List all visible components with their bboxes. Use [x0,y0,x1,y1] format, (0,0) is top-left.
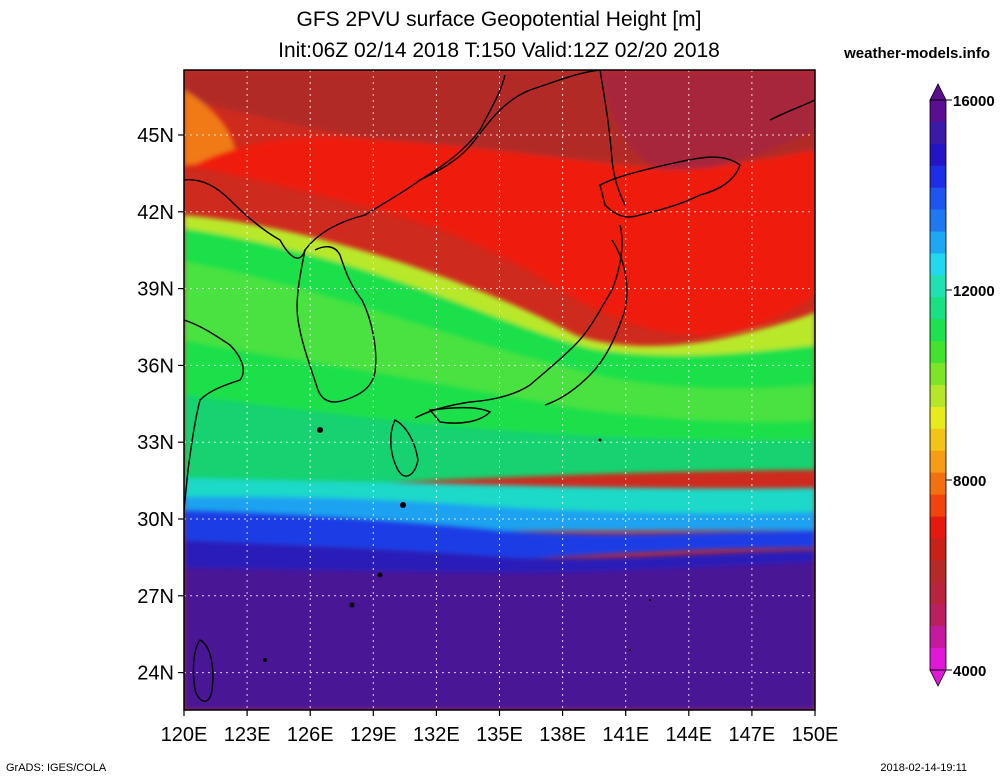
grid-lines [184,70,815,710]
kamchatka-edge [769,99,815,121]
colorbar-band [930,406,946,430]
islands [263,427,652,662]
lon-label: 144E [665,724,712,746]
colorbar-band [930,319,946,342]
lon-label: 132E [413,724,460,746]
colorbar-band [930,450,946,474]
lon-label: 141E [602,724,649,746]
colorbar-label: 8000 [953,473,986,490]
timestamp: 2018-02-14-19:11 [880,762,967,774]
colorbar-band [930,428,946,452]
colorbar-band [930,143,946,167]
colorbar-band [930,231,946,254]
colorbar-label: 4000 [953,663,986,680]
colorbar-band [930,341,946,364]
colorbar-band [930,100,946,123]
hokkaido [599,156,741,218]
colorbar-band [930,363,946,386]
shikoku [428,406,492,424]
lat-label: 27N [137,586,174,608]
grads-credit: GrADS: IGES/COLA [6,762,107,774]
colorbar-band [930,385,946,408]
colorbar-band [930,516,946,539]
colorbar-band [930,472,946,496]
colorbar-band [930,648,946,671]
colorbar-band [930,187,946,211]
china-coast [184,319,244,511]
lon-label: 147E [729,724,776,746]
colorbar [929,83,952,687]
lon-label: 129E [350,724,397,746]
colorbar-frame [929,99,947,671]
colorbar-label: 12000 [953,283,995,300]
lon-label: 123E [224,724,271,746]
lat-label: 33N [137,432,174,454]
colorbar-bottom-arrow [929,669,947,687]
korea-peninsula [296,246,377,403]
axis-ticks [178,134,816,716]
taiwan [192,639,214,702]
coastlines [184,70,815,702]
kyushu [390,419,419,477]
colorbar-band [930,165,946,189]
colorbar-band [930,626,946,649]
height-field [184,70,815,710]
colorbar-band [930,275,946,298]
lon-axis: 120E 123E 126E 129E 132E 135E 138E 141E 144E 147E… [161,724,839,746]
colorbar-band [930,209,946,233]
lon-label: 126E [287,724,334,746]
colorbar-band [930,253,946,276]
colorbar-band [930,582,946,605]
lat-label: 45N [137,125,174,147]
lat-label: 30N [137,509,174,531]
lon-label: 135E [476,724,523,746]
lat-label: 24N [137,663,174,685]
colorbar-band [930,560,946,583]
honshu [414,224,623,419]
russia-coast [419,70,601,181]
lat-label: 36N [137,355,174,377]
lat-axis: 45N 42N 39N 36N 33N 30N 27N 24N [137,125,174,685]
sakhalin [599,70,626,206]
asia-coast [184,74,506,259]
lat-label: 42N [137,202,174,224]
honshu-east [544,239,628,406]
chart-subtitle: Init:06Z 02/14 2018 T:150 Valid:12Z 02/2… [278,39,720,62]
lon-label: 138E [539,724,586,746]
colorbar-band [930,297,946,320]
colorbar-label: 16000 [953,93,995,110]
colorbar-band [930,121,946,145]
site-label: weather-models.info [844,45,990,62]
colorbar-labels: 16000 12000 8000 4000 [953,93,995,680]
chart-title: GFS 2PVU surface Geopotential Height [m] [296,8,702,31]
lat-label: 39N [137,279,174,301]
colorbar-band [930,494,946,518]
colorbar-band [930,538,946,561]
colorbar-top-arrow [929,83,947,101]
lon-label: 120E [161,724,208,746]
lon-label: 150E [792,724,839,746]
colorbar-band [930,604,946,627]
